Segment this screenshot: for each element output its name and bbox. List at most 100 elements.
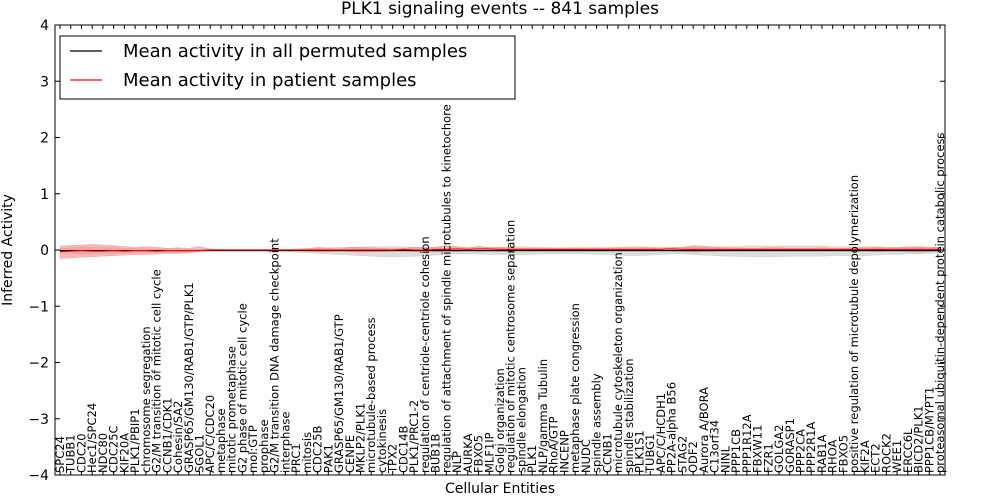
x-tick-label: Golgi organization xyxy=(493,368,507,473)
x-tick-label: MLF1IP xyxy=(482,432,496,473)
x-tick-label: proteasomal ubiquitin-dependent protein … xyxy=(933,132,947,473)
x-tick-label: GORASP1 xyxy=(783,418,797,473)
x-tick-label: NINL xyxy=(718,445,732,473)
x-tick-label: spindle assembly xyxy=(590,373,604,473)
y-tick-label: −2 xyxy=(28,356,49,372)
y-tick-label: 0 xyxy=(40,243,49,259)
x-tick-label: PPP2CA xyxy=(793,429,807,473)
x-tick-label: NLP/gamma Tubulin xyxy=(536,359,550,473)
y-tick-label: 4 xyxy=(40,18,49,34)
x-tick-label: TUBG1 xyxy=(643,434,657,474)
x-tick-label: Aurora A/BORA xyxy=(697,387,711,473)
y-tick-label: −4 xyxy=(28,468,49,484)
band-series-1 xyxy=(59,244,941,259)
x-tick-label: BICD2/PLK1 xyxy=(912,405,926,473)
x-tick-label: AURKA xyxy=(461,433,475,473)
x-tick-label: ROCK2 xyxy=(879,433,893,473)
x-tick-label: spindle stabilization xyxy=(622,358,636,473)
x-tick-label: cytokinesis xyxy=(375,409,389,473)
x-tick-label: GRASP65/GM130/RAB1/GTP xyxy=(332,314,346,473)
y-tick-label: 2 xyxy=(40,131,49,147)
x-tick-label: regulation of centriole-centriole cohesi… xyxy=(418,236,432,473)
x-tick-label: PLK1/PBIP1 xyxy=(128,408,142,473)
x-axis: SPC24TUBB1CDC20Hec1/SPC24NDC80CDC25CKIF2… xyxy=(53,25,947,475)
x-tick-label: MKLP2/PLK1 xyxy=(353,403,367,473)
line-series-1 xyxy=(59,248,940,253)
y-tick-label: 1 xyxy=(40,187,49,203)
x-tick-label: G2/M transition of mitotic cell cycle xyxy=(150,269,164,473)
x-tick-label: RHOA xyxy=(826,440,840,473)
x-tick-label: RAB1A xyxy=(815,434,829,473)
x-tick-label: APC/C/CDC20 xyxy=(203,395,217,473)
legend-label-permuted: Mean activity in all permuted samples xyxy=(123,41,467,62)
x-tick-label: KIF2A xyxy=(858,440,872,473)
x-tick-label: NDC80 xyxy=(96,433,110,473)
x-tick-label: TPX2 xyxy=(386,444,400,474)
x-tick-label: ODF2 xyxy=(686,441,700,473)
x-tick-label: Hec1/SPC24 xyxy=(85,403,99,473)
legend-box xyxy=(59,35,516,100)
x-tick-label: CDC25C xyxy=(107,425,121,473)
x-tick-label: PAK1 xyxy=(321,444,335,473)
x-tick-label: WEE1 xyxy=(890,440,904,473)
x-tick-label: mitosis xyxy=(300,432,314,473)
x-tick-label: BUB1B xyxy=(429,433,443,473)
x-tick-label: chromosome segregation xyxy=(139,326,153,473)
x-tick-label: CENPE xyxy=(343,435,357,473)
x-tick-label: metaphase plate congression xyxy=(568,303,582,473)
x-tick-label: APC/C/HCDH1 xyxy=(654,393,668,473)
x-tick-label: PPP1CB/MYPT1 xyxy=(922,387,936,473)
x-tick-label: KIF20A xyxy=(117,433,131,473)
x-tick-label: FBXO5 xyxy=(836,435,850,473)
x-tick-label: Cohesin/SA2 xyxy=(171,401,185,473)
x-tick-label: PPP1CB xyxy=(729,429,743,473)
x-axis-label: Cellular Entities xyxy=(445,481,555,497)
confidence-bands xyxy=(59,244,941,259)
x-tick-label: RhoA/GTP xyxy=(547,416,561,473)
legend-label-patient: Mean activity in patient samples xyxy=(123,70,417,91)
y-axis-label: Inferred Activity xyxy=(0,194,16,306)
y-axis: −4 −3 −2 −1 0 1 2 3 4 xyxy=(28,18,945,484)
x-tick-label: microtubule-based process xyxy=(364,317,378,473)
x-tick-label: ERCC6L xyxy=(901,428,915,473)
x-tick-label: G2/M transition DNA damage checkpoint xyxy=(268,238,282,473)
x-tick-label: GRASP65/GM130/RAB1/GTP/PLK1 xyxy=(182,282,196,473)
x-tick-label: SGOL1 xyxy=(193,434,207,473)
x-tick-label: mol:GTP xyxy=(246,425,260,473)
x-tick-label: NUDC xyxy=(579,439,593,473)
x-tick-label: CDC14B xyxy=(396,425,410,473)
x-tick-label: GOLGA2 xyxy=(772,425,786,473)
x-tick-label: CCNB1 xyxy=(600,433,614,473)
x-tick-label: CDC20 xyxy=(74,433,88,473)
x-tick-label: CCNB1/CDK1 xyxy=(160,398,174,474)
x-tick-label: prophase xyxy=(257,419,271,473)
x-tick-label: PPP2R1A xyxy=(804,422,818,473)
x-tick-label: regulation of mitotic centrosome separat… xyxy=(504,220,518,473)
legend: Mean activity in all permuted samples Me… xyxy=(59,35,516,100)
x-tick-label: PP2A-alpha B56 xyxy=(665,382,679,473)
x-tick-label: FBXO5 xyxy=(472,435,486,473)
x-tick-label: PLK1S1 xyxy=(633,430,647,473)
x-tick-label: PPP1R12A xyxy=(740,414,754,473)
x-tick-label: NLP xyxy=(450,451,464,473)
x-tick-label: PLK1 xyxy=(525,445,539,473)
x-tick-label: spindle elongation xyxy=(514,367,528,473)
x-tick-label: CDC25B xyxy=(311,425,325,473)
x-tick-label: regulation of attachment of spindle micr… xyxy=(439,104,453,473)
x-tick-label: positive regulation of microtubule depol… xyxy=(847,175,861,473)
x-tick-label: microtubule cytoskeleton organization xyxy=(611,252,625,473)
x-tick-label: PRC1 xyxy=(289,443,303,473)
x-tick-label: TUBB1 xyxy=(64,434,78,474)
x-tick-label: SPC24 xyxy=(53,436,67,473)
x-tick-label: FBXW11 xyxy=(751,425,765,473)
x-tick-label: metaphase xyxy=(214,408,228,473)
y-tick-label: 3 xyxy=(40,74,49,90)
x-tick-label: G2 phase of mitotic cell cycle xyxy=(235,303,249,473)
x-tick-label: mitotic prometaphase xyxy=(225,346,239,473)
x-tick-label: interphase xyxy=(278,412,292,474)
x-tick-label: C13orf34 xyxy=(708,420,722,473)
x-tick-label: FZR1 xyxy=(761,443,775,473)
chart-title: PLK1 signaling events -- 841 samples xyxy=(341,0,659,19)
x-tick-label: PLK1/PRC1-2 xyxy=(407,400,421,473)
y-tick-label: −3 xyxy=(28,412,49,428)
